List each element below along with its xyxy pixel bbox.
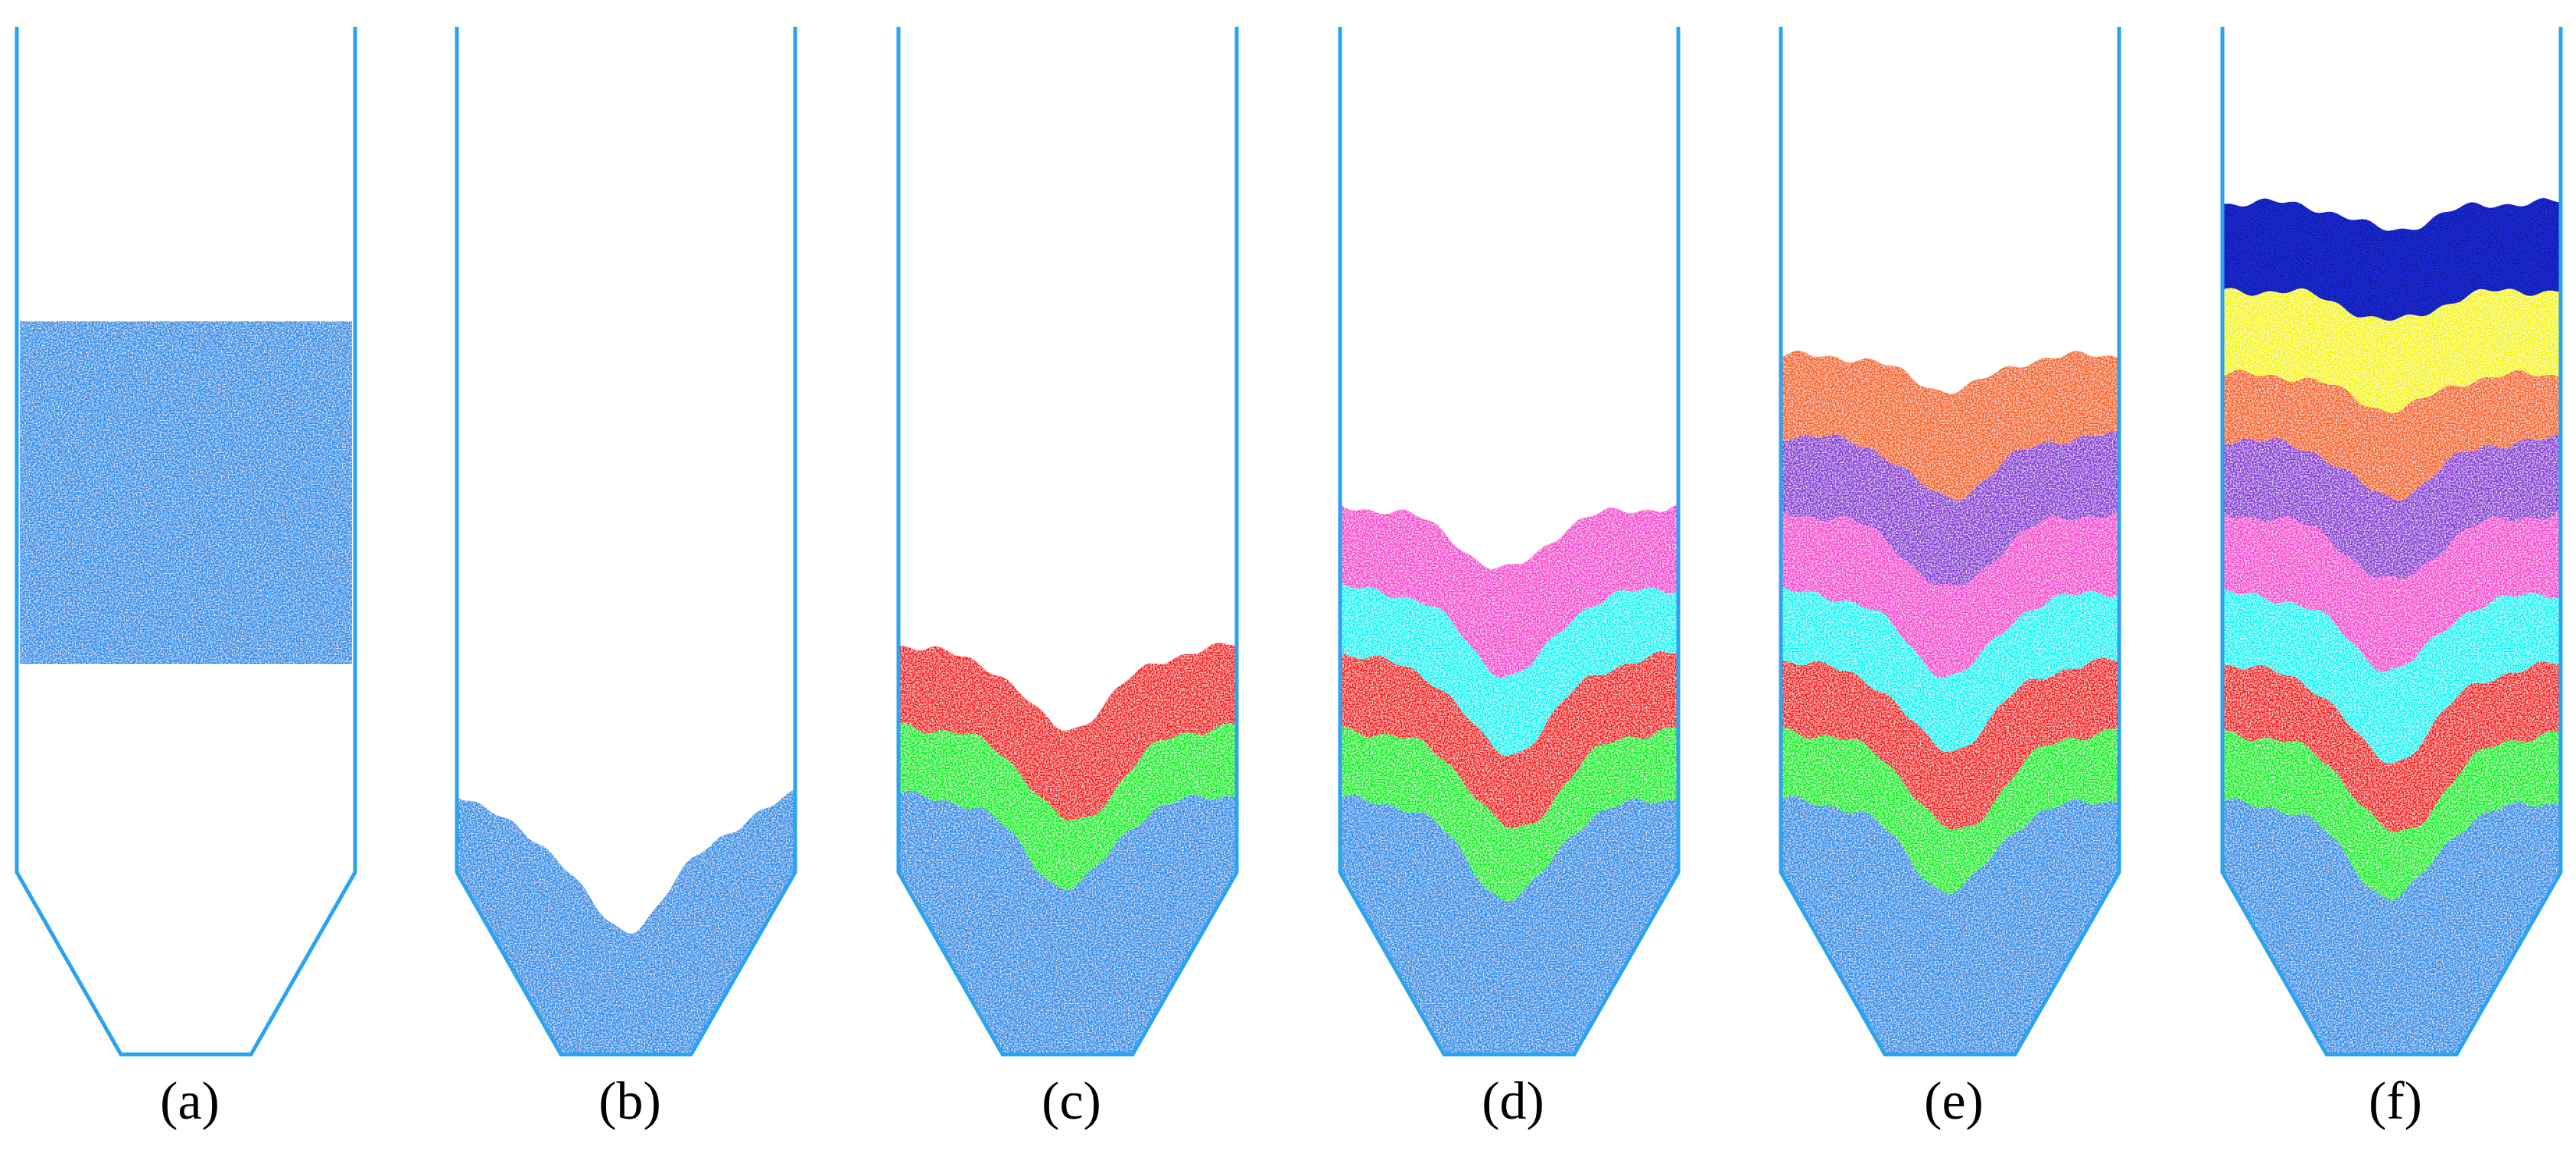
base-particle-layer (1781, 796, 2119, 1054)
panel-label-f: (f) (2369, 1072, 2422, 1131)
particle-layer-3 (1781, 657, 2119, 830)
particle-layer-6 (2222, 435, 2561, 578)
base-particle-layer (898, 790, 1237, 1054)
particle-layer-3 (1340, 651, 1678, 829)
panel-b (457, 790, 795, 1054)
particle-layer-2 (898, 722, 1237, 891)
panel-label-c: (c) (1042, 1072, 1101, 1131)
particle-layer-3 (898, 642, 1237, 821)
particle-block (20, 321, 352, 664)
panel-e (1781, 350, 2119, 1054)
particle-layer-5 (1781, 509, 2119, 678)
silo-outline-e (1779, 27, 2121, 1057)
particle-layer-8 (2222, 288, 2561, 413)
silo-outline-d (1338, 27, 1681, 1057)
silo-outline-a (15, 27, 357, 1057)
base-particle-layer (2222, 798, 2561, 1054)
particle-layer-5 (1340, 503, 1678, 678)
particle-layer-5 (2222, 510, 2561, 673)
particle-layer-4 (2222, 589, 2561, 764)
base-particle-layer (457, 790, 795, 1054)
panel-label-e: (e) (1924, 1072, 1984, 1131)
panel-label-a: (a) (160, 1072, 220, 1131)
panel-a (20, 321, 352, 664)
particle-layer-2 (2222, 730, 2561, 901)
particle-layer-4 (1781, 588, 2119, 753)
panel-c (898, 642, 1237, 1054)
particle-layer-7 (1781, 350, 2119, 501)
particle-layer-2 (1781, 728, 2119, 894)
particle-layer-4 (1340, 584, 1678, 756)
panel-label-b: (b) (598, 1072, 661, 1131)
particle-layer-2 (1340, 726, 1678, 902)
particle-layer-6 (1781, 431, 2119, 586)
silo-outline-c (896, 27, 1239, 1057)
silo-outline-b (455, 27, 797, 1057)
base-particle-layer (1340, 794, 1678, 1054)
panel-f (2222, 197, 2561, 1054)
particle-layer-3 (2222, 661, 2561, 833)
panel-d (1340, 503, 1678, 1054)
particle-layer-9 (2222, 197, 2561, 321)
silo-outline-f (2220, 27, 2563, 1057)
panel-label-d: (d) (1482, 1072, 1544, 1131)
particle-layer-7 (2222, 370, 2561, 501)
